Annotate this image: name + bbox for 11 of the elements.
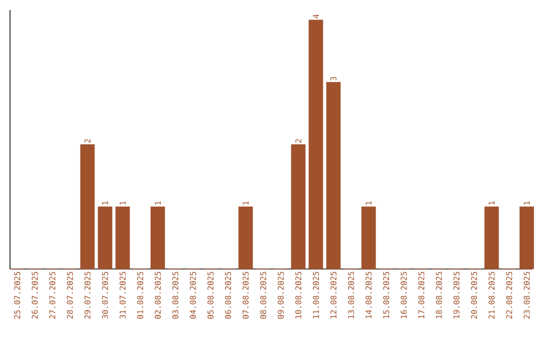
bar [98,206,112,270]
bar [520,206,534,270]
bar [238,206,253,270]
bar [291,144,306,270]
bar [484,206,499,270]
bar [361,206,376,270]
bar [80,144,95,270]
bar [308,20,324,270]
bar [115,206,130,270]
bar [150,206,165,270]
bar [326,82,341,270]
